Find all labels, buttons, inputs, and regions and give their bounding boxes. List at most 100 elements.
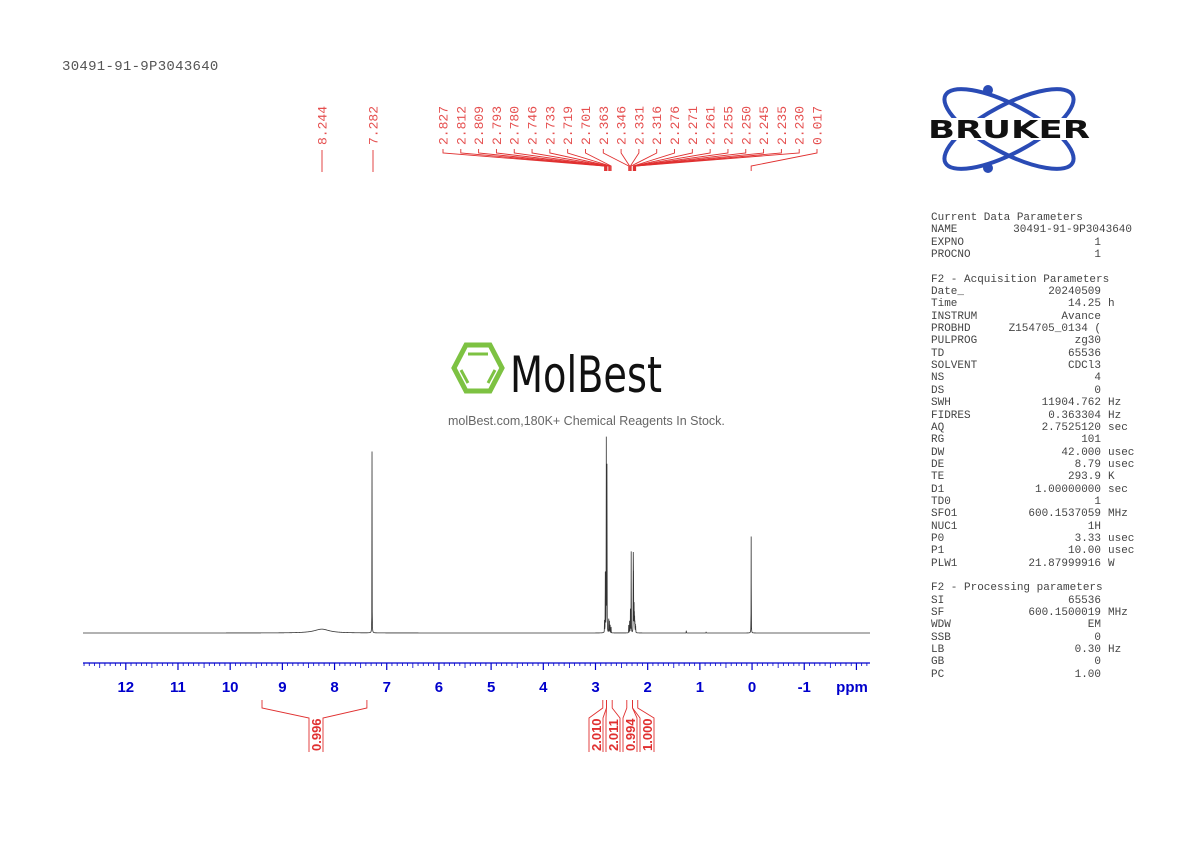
parameter-unit: [1101, 521, 1108, 533]
parameter-value: 2.7525120: [1041, 421, 1101, 434]
peak-label-connector: [513, 149, 608, 171]
peak-label: 2.701: [579, 106, 594, 145]
parameter-row: DE 8.79 usec: [931, 459, 1139, 471]
parameter-unit: sec: [1108, 421, 1128, 434]
peak-label-connector: [478, 149, 606, 171]
peak-label: 2.235: [775, 106, 790, 145]
parameter-label: NAME: [931, 224, 958, 237]
parameter-row: NAME 30491-91-9P3043640: [931, 224, 1139, 236]
parameter-row: PROBHD Z154705_0134 (: [931, 323, 1139, 335]
parameter-value: 0: [1094, 631, 1101, 644]
parameter-value: 30491-91-9P3043640: [1013, 224, 1132, 237]
integral-bracket-left: [261, 700, 310, 752]
sample-title: 30491-91-9P3043640: [62, 59, 219, 75]
integral-value: 1.000: [640, 718, 655, 751]
parameter-label: D1: [931, 483, 945, 496]
integral-bracket-left: [588, 700, 604, 752]
parameter-unit: Hz: [1108, 397, 1122, 410]
parameter-unit: [1101, 360, 1108, 372]
parameter-row: PLW1 21.87999916 W: [931, 558, 1139, 570]
parameter-value: 14.25: [1067, 298, 1101, 311]
parameter-unit: [1101, 237, 1108, 249]
parameter-unit: W: [1108, 557, 1115, 570]
parameter-value: Z154705_0134 (: [1008, 323, 1101, 336]
parameter-row: TE 293.9 K: [931, 471, 1139, 483]
parameter-row: SWH 11904.762 Hz: [931, 397, 1139, 409]
peak-label-connector: [531, 149, 610, 171]
parameter-label: PLW1: [931, 557, 958, 570]
parameter-label: EXPNO: [931, 236, 965, 249]
parameter-label: NS: [931, 372, 945, 385]
parameter-unit: [1101, 249, 1108, 261]
parameter-unit: [1101, 286, 1108, 298]
peak-label: 2.780: [508, 106, 523, 145]
parameter-row: EXPNO 1: [931, 237, 1139, 249]
parameter-row: SFO1 600.1537059 MHz: [931, 508, 1139, 520]
bruker-logo-text: BRUKER: [928, 115, 1090, 144]
peak-label: 2.261: [704, 106, 719, 145]
integrals: 0.996 2.010 2.011 0.994 1.000: [261, 700, 655, 752]
peak-label: 7.282: [367, 106, 382, 145]
parameter-label: DE: [931, 458, 945, 471]
peak-label: 2.363: [597, 106, 612, 145]
peak-label: 2.250: [739, 106, 754, 145]
peak-label-connector: [750, 149, 818, 171]
parameter-value: 101: [1081, 434, 1101, 447]
integral-value: 2.010: [589, 718, 604, 751]
parameter-row: WDW EM: [931, 619, 1139, 631]
peak-label-connector: [602, 149, 630, 171]
parameter-value: 1: [1094, 236, 1101, 249]
peak-label: 2.276: [668, 106, 683, 145]
parameter-label: SFO1: [931, 508, 958, 521]
parameter-row: SOLVENT CDCl3: [931, 360, 1139, 372]
parameter-label: AQ: [931, 421, 945, 434]
parameter-unit: [1101, 619, 1108, 631]
parameter-row: GB 0: [931, 656, 1139, 668]
parameter-row: TD0 1: [931, 496, 1139, 508]
peak-label: 2.271: [686, 106, 701, 145]
parameter-row: Date_ 20240509: [931, 286, 1139, 298]
peak-label: 2.331: [632, 106, 647, 145]
integral-bracket-right: [611, 700, 621, 752]
x-tick-label: 0: [748, 679, 756, 696]
parameter-label: INSTRUM: [931, 310, 978, 323]
acquisition-parameters-panel: Current Data Parameters NAME 30491-91-9P30…: [931, 212, 1139, 681]
x-tick-label: -1: [798, 679, 811, 696]
parameter-unit: [1101, 656, 1108, 668]
parameter-unit: [1101, 372, 1108, 384]
parameter-value: 11904.762: [1041, 397, 1101, 410]
peak-label-connector: [585, 149, 612, 171]
peak-label: 2.809: [472, 106, 487, 145]
peak-label: 2.719: [561, 106, 576, 145]
parameter-unit: usec: [1108, 458, 1135, 471]
parameter-label: PULPROG: [931, 335, 978, 348]
parameter-row: FIDRES 0.363304 Hz: [931, 410, 1139, 422]
parameter-unit: sec: [1108, 483, 1128, 496]
parameter-label: TE: [931, 471, 945, 484]
parameter-value: Avance: [1061, 310, 1101, 323]
peak-label-connector: [634, 149, 765, 171]
spectrum-trace: [83, 436, 870, 634]
peak-label-connector: [635, 149, 800, 171]
parameter-label: NUC1: [931, 520, 958, 533]
peak-label-connector: [495, 149, 607, 171]
parameter-unit: [1101, 595, 1108, 607]
parameter-row: Time 14.25 h: [931, 298, 1139, 310]
parameter-label: SF: [931, 607, 945, 619]
parameter-section-title: F2 - Processing parameters: [931, 582, 1103, 595]
x-tick-label: 5: [487, 679, 495, 696]
parameter-value: 8.79: [1074, 458, 1101, 471]
orbit-1: [942, 87, 1076, 171]
parameter-section-title: F2 - Acquisition Parameters: [931, 273, 1110, 286]
parameter-unit: usec: [1108, 446, 1135, 459]
parameter-label: TD: [931, 347, 945, 360]
parameter-unit: Hz: [1108, 644, 1122, 657]
parameter-unit: [1101, 496, 1108, 508]
x-tick-label: 8: [330, 679, 338, 696]
x-tick-label: 9: [278, 679, 286, 696]
peak-label-connector: [549, 149, 610, 171]
parameter-label: Time: [931, 298, 958, 311]
parameter-unit: [1101, 323, 1108, 335]
parameter-label: PROBHD: [931, 323, 971, 336]
